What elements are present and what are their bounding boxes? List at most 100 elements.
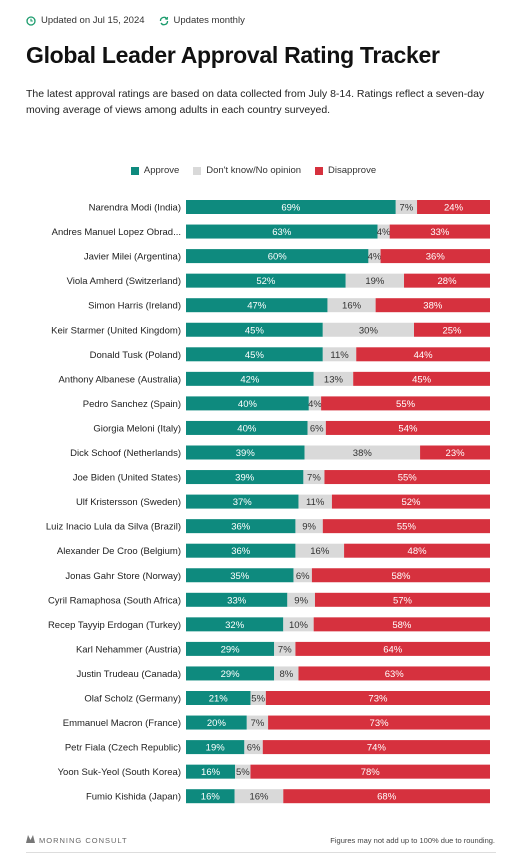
category-label: Joe Biden (United States) — [73, 473, 181, 484]
bar-segment-neutral — [246, 715, 269, 730]
bar-segment-approve — [186, 273, 346, 288]
data-label-neutral: 38% — [353, 448, 373, 459]
chart-row: Joe Biden (United States) 39% 7% 55% — [73, 470, 490, 485]
clock-refresh-icon — [26, 15, 36, 26]
bar-segment-disapprove — [331, 494, 490, 509]
chart-row: Keir Starmer (United Kingdom) 45% 30% 25% — [51, 322, 490, 337]
category-label: Anthony Albanese (Australia) — [58, 374, 181, 385]
data-label-neutral: 5% — [236, 767, 250, 778]
data-label-disapprove: 64% — [383, 644, 403, 655]
data-label-disapprove: 28% — [438, 276, 458, 287]
chart-row: Jonas Gahr Store (Norway) 35% 6% 58% — [65, 568, 490, 583]
chart-row: Giorgia Meloni (Italy) 40% 6% 54% — [93, 420, 490, 435]
chart-row: Dick Schoof (Netherlands) 39% 38% 23% — [70, 445, 490, 460]
bar-segment-neutral — [283, 617, 314, 632]
data-label-disapprove: 55% — [398, 473, 418, 484]
data-label-neutral: 7% — [307, 473, 321, 484]
bar-segment-neutral — [368, 249, 381, 264]
bar-segment-neutral — [274, 641, 296, 656]
bar-segment-approve — [186, 592, 288, 607]
data-label-approve: 52% — [256, 276, 276, 287]
bar-segment-disapprove — [325, 420, 490, 435]
data-label-neutral: 6% — [310, 423, 324, 434]
category-label: Andres Manuel Lopez Obrad... — [52, 227, 181, 238]
bar-segment-neutral — [234, 789, 284, 804]
data-label-approve: 40% — [238, 399, 258, 410]
category-label: Cyril Ramaphosa (South Africa) — [48, 595, 181, 606]
data-label-approve: 40% — [237, 423, 257, 434]
data-label-neutral: 30% — [359, 325, 379, 336]
data-label-approve: 69% — [281, 203, 301, 214]
chart-legend: Approve Don't know/No opinion Disapprove — [0, 165, 507, 176]
bar-segment-approve — [186, 347, 323, 362]
data-label-neutral: 9% — [294, 595, 308, 606]
bar-segment-disapprove — [356, 347, 490, 362]
data-label-disapprove: 55% — [397, 522, 417, 533]
chart-row: Fumio Kishida (Japan) 16% 16% 68% — [86, 789, 490, 804]
bar-segment-neutral — [287, 592, 315, 607]
data-label-approve: 35% — [230, 571, 250, 582]
data-label-approve: 39% — [236, 448, 256, 459]
chart-row: Pedro Sanchez (Spain) 40% 4% 55% — [83, 396, 490, 411]
data-label-disapprove: 63% — [385, 669, 405, 680]
bar-segment-neutral — [303, 470, 325, 485]
data-label-neutral: 7% — [400, 203, 414, 214]
data-label-approve: 29% — [221, 669, 241, 680]
bar-segment-disapprove — [344, 543, 490, 558]
category-label: Fumio Kishida (Japan) — [86, 792, 181, 803]
data-label-disapprove: 36% — [426, 252, 446, 263]
morning-consult-logo-icon — [26, 835, 35, 845]
data-label-disapprove: 58% — [392, 620, 412, 631]
bar-segment-approve — [186, 740, 245, 755]
category-label: Luiz Inacio Lula da Silva (Brazil) — [46, 522, 181, 533]
chart-row: Olaf Scholz (Germany) 21% 5% 73% — [84, 691, 490, 705]
bar-segment-disapprove — [414, 322, 490, 337]
bar-segment-neutral — [313, 371, 354, 386]
category-label: Recep Tayyip Erdogan (Turkey) — [48, 620, 181, 631]
category-label: Olaf Scholz (Germany) — [84, 694, 181, 705]
bar-segment-disapprove — [313, 617, 490, 632]
bar-segment-approve — [186, 617, 284, 632]
legend-label-approve: Approve — [143, 165, 180, 176]
page-subtitle: The latest approval ratings are based on… — [26, 88, 485, 116]
category-label: Giorgia Meloni (Italy) — [93, 423, 181, 434]
bar-segment-neutral — [274, 666, 299, 681]
data-label-approve: 42% — [240, 374, 260, 385]
bar-segment-approve — [186, 691, 251, 705]
bar-segment-neutral — [308, 396, 322, 411]
bar-segment-approve — [186, 666, 275, 681]
legend-item-neutral: Don't know/No opinion — [193, 165, 301, 176]
category-label: Javier Milei (Argentina) — [84, 252, 181, 263]
bar-segment-disapprove — [298, 666, 490, 681]
bar-segment-approve — [186, 249, 369, 264]
bar-segment-disapprove — [268, 715, 490, 730]
data-label-neutral: 6% — [296, 571, 310, 582]
data-label-disapprove: 52% — [401, 497, 421, 508]
bar-segment-approve — [186, 445, 305, 460]
data-label-approve: 63% — [272, 227, 292, 238]
data-label-neutral: 16% — [249, 792, 269, 803]
chart-row: Viola Amherd (Switzerland) 52% 19% 28% — [67, 273, 490, 288]
chart-row: Simon Harris (Ireland) 47% 16% 38% — [88, 298, 490, 313]
bar-segment-neutral — [298, 494, 332, 509]
bar-segment-disapprove — [295, 641, 490, 656]
bar-segment-approve — [186, 764, 236, 779]
chart-row: Petr Fiala (Czech Republic) 19% 6% 74% — [65, 740, 490, 755]
bar-segment-approve — [186, 396, 309, 411]
data-label-neutral: 11% — [306, 497, 325, 508]
category-label: Karl Nehammer (Austria) — [76, 644, 181, 655]
chart-row: Javier Milei (Argentina) 60% 4% 36% — [84, 249, 490, 264]
chart-row: Ulf Kristersson (Sweden) 37% 11% 52% — [76, 494, 490, 509]
bar-segment-approve — [186, 519, 296, 534]
footer-divider — [26, 852, 496, 853]
bar-segment-disapprove — [265, 691, 490, 705]
data-label-disapprove: 44% — [414, 350, 434, 361]
data-label-neutral: 4% — [377, 227, 391, 238]
data-label-approve: 16% — [201, 767, 221, 778]
chart-row: Donald Tusk (Poland) 45% 11% 44% — [90, 347, 490, 362]
frequency-info: Updates monthly — [159, 15, 245, 26]
data-label-neutral: 7% — [251, 718, 265, 729]
bar-segment-approve — [186, 470, 304, 485]
category-label: Emmanuel Macron (France) — [63, 718, 181, 729]
data-label-approve: 21% — [209, 694, 229, 705]
